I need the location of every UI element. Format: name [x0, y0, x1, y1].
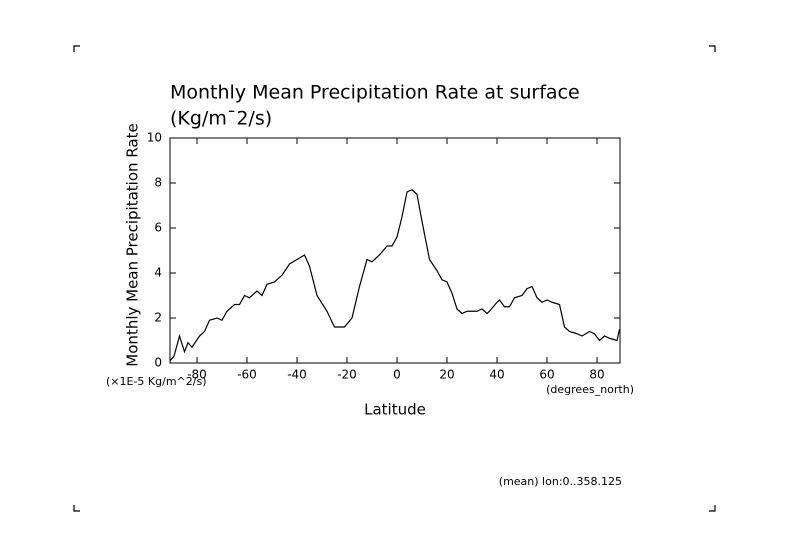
y-tick-label: 6 [154, 221, 162, 235]
annotation: (mean) lon:0..358.125 [499, 475, 622, 488]
corner-marks [73, 45, 716, 512]
x-axis-label: Latitude [364, 401, 426, 419]
data-line [169, 189, 621, 362]
x-tick-label: -20 [337, 368, 357, 382]
x-tick-label: 0 [393, 368, 401, 382]
x-axis-unit: (degrees_north) [546, 383, 634, 396]
chart-title: Monthly Mean Precipitation Rate at surfa… [170, 82, 580, 104]
corner-mark [73, 505, 80, 512]
y-axis-label: Monthly Mean Precipitation Rate [124, 123, 142, 366]
chart-subtitle: (Kg/m¯2/s) [170, 108, 272, 130]
y-tick-label: 8 [154, 176, 162, 190]
x-tick-label: -60 [237, 368, 257, 382]
y-axis-unit: (×1E-5 Kg/m^2/s) [106, 375, 206, 388]
x-tick-label: 20 [439, 368, 454, 382]
y-tick-label: 4 [154, 266, 162, 280]
y-tick-label: 10 [147, 131, 162, 145]
x-tick-label: 60 [539, 368, 554, 382]
x-tick-label: -80 [187, 368, 207, 382]
x-tick-label: 80 [589, 368, 604, 382]
x-tick-label: 40 [489, 368, 504, 382]
y-tick-label: 2 [154, 311, 162, 325]
corner-mark [73, 45, 80, 52]
plot-frame [169, 137, 621, 364]
corner-mark [709, 45, 716, 52]
corner-mark [709, 505, 716, 512]
x-tick-label: -40 [287, 368, 307, 382]
y-tick-label: 0 [154, 356, 162, 370]
